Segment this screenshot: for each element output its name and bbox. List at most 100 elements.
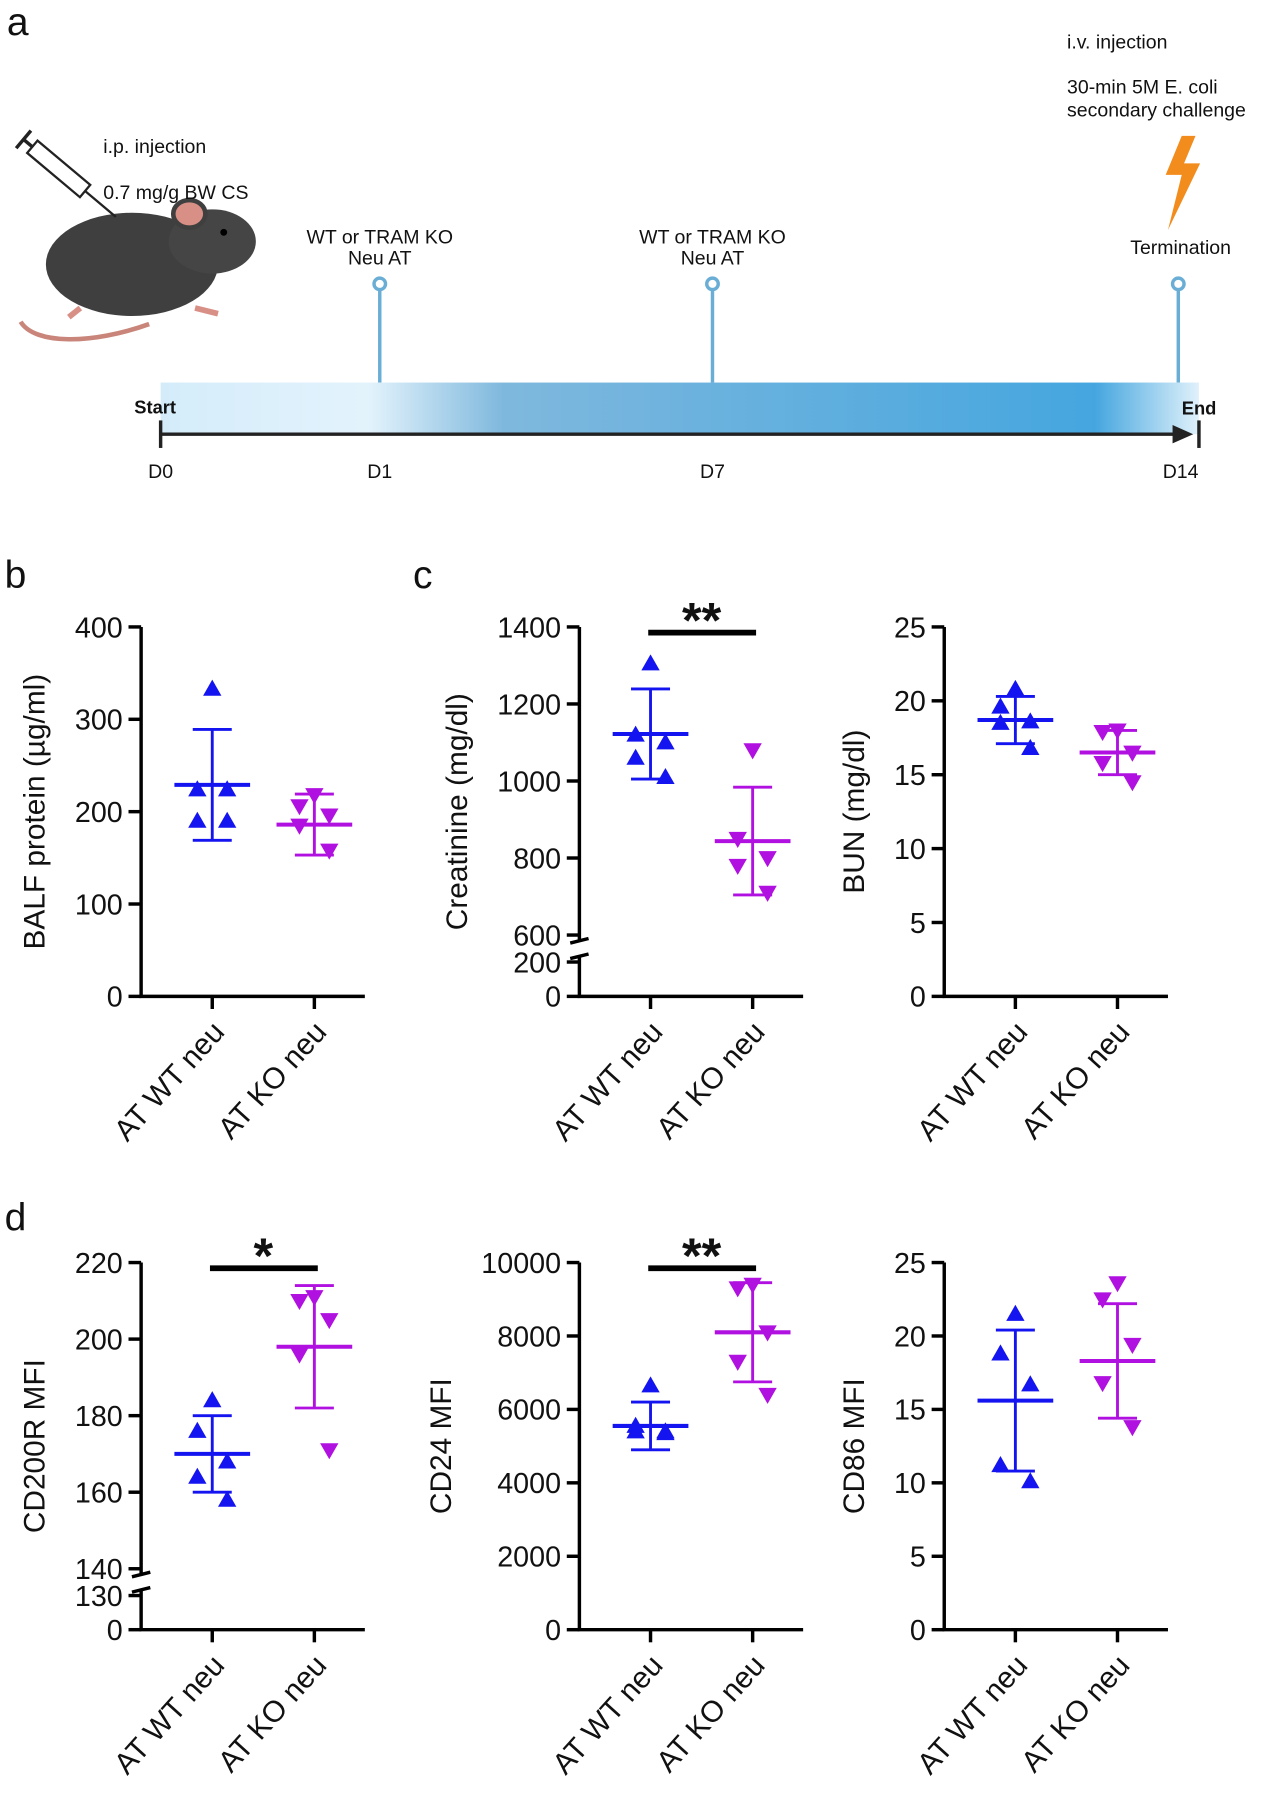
y-tick-label: 0: [545, 1615, 561, 1647]
axis-break: [131, 1570, 151, 1579]
y-tick-label: 15: [894, 1395, 926, 1427]
end-label: End: [1182, 398, 1217, 419]
injection-label: i.p. injection: [103, 136, 206, 158]
data-point: [1006, 1304, 1025, 1321]
data-point: [656, 1424, 675, 1441]
panel-letter: d: [5, 1196, 27, 1239]
y-tick-label: 6000: [497, 1395, 561, 1427]
y-tick-label: 0: [910, 982, 926, 1014]
data-point: [1093, 1376, 1112, 1393]
arrow-head: [1172, 425, 1194, 444]
event-label: WT or TRAM KO: [306, 227, 453, 249]
data-point: [290, 818, 309, 835]
y-axis-label: CD200R MFI: [19, 1359, 52, 1533]
y-tick-label: 8000: [497, 1321, 561, 1353]
significance-label: **: [682, 1227, 722, 1284]
y-tick-label: 1400: [497, 612, 561, 644]
data-point: [217, 1452, 237, 1469]
data-point: [320, 1313, 339, 1330]
event-label: Neu AT: [348, 247, 412, 269]
y-tick-label: 10: [894, 834, 926, 866]
y-tick-label: 0: [107, 982, 123, 1014]
data-point: [758, 1387, 777, 1404]
y-tick-label: 25: [894, 612, 926, 644]
termination-label: Termination: [1130, 237, 1231, 259]
data-point: [203, 1391, 222, 1408]
y-tick-label: 600: [513, 920, 561, 952]
data-point: [217, 1490, 237, 1507]
data-point: [1006, 679, 1025, 696]
data-point: [743, 743, 762, 760]
y-tick-label: 200: [75, 797, 123, 829]
y-axis-label: CD86 MFI: [838, 1378, 871, 1514]
data-point: [1123, 775, 1142, 792]
y-tick-label: 4000: [497, 1468, 561, 1500]
data-point: [217, 811, 237, 828]
data-point: [188, 780, 207, 797]
data-point: [217, 780, 237, 797]
y-tick-label: 160: [75, 1478, 123, 1510]
y-axis-label: Creatinine (mg/dl): [441, 693, 474, 930]
panel-letter: a: [7, 1, 29, 44]
y-tick-label: 1200: [497, 689, 561, 721]
event-label: WT or TRAM KO: [639, 227, 786, 249]
data-point: [728, 858, 747, 875]
x-tick-label: AT KO neu: [212, 1016, 333, 1146]
data-point: [758, 851, 777, 868]
y-tick-label: 5: [910, 1542, 926, 1574]
day-label: D7: [700, 461, 725, 483]
y-axis-label: BUN (mg/dl): [838, 730, 871, 894]
challenge-label: 30-min 5M E. coli: [1067, 76, 1218, 98]
y-tick-label: 0: [910, 1615, 926, 1647]
y-axis-label: CD24 MFI: [425, 1378, 458, 1514]
panel-letter: b: [5, 554, 27, 597]
data-point: [991, 1456, 1010, 1473]
y-axis-label: BALF protein (µg/ml): [19, 674, 52, 950]
y-tick-label: 20: [894, 1321, 926, 1353]
x-tick-label: AT WT neu: [108, 1016, 231, 1148]
y-tick-label: 0: [107, 1615, 123, 1647]
injection-dose: 0.7 mg/g BW CS: [103, 182, 248, 204]
event-label: Neu AT: [681, 247, 745, 269]
data-point: [320, 1443, 339, 1460]
y-tick-label: 140: [75, 1554, 123, 1586]
x-tick-label: AT KO neu: [650, 1649, 771, 1779]
challenge-label: i.v. injection: [1067, 32, 1167, 54]
data-point: [626, 748, 645, 765]
y-tick-label: 25: [894, 1248, 926, 1280]
y-tick-label: 180: [75, 1401, 123, 1433]
challenge-label: secondary challenge: [1067, 99, 1246, 121]
y-tick-label: 800: [513, 843, 561, 875]
y-tick-label: 0: [545, 982, 561, 1014]
data-point: [290, 799, 309, 816]
day-label: D0: [148, 461, 173, 483]
data-point: [626, 1422, 645, 1439]
data-point: [290, 1293, 309, 1311]
data-point: [188, 1467, 207, 1484]
x-tick-label: AT WT neu: [546, 1649, 669, 1781]
y-tick-label: 1000: [497, 766, 561, 798]
x-tick-label: AT KO neu: [212, 1649, 333, 1779]
x-tick-label: AT WT neu: [911, 1016, 1034, 1148]
x-tick-label: AT WT neu: [108, 1649, 231, 1781]
significance-label: *: [253, 1227, 273, 1284]
data-point: [1093, 724, 1112, 742]
y-tick-label: 10: [894, 1468, 926, 1500]
y-tick-label: 20: [894, 686, 926, 718]
data-point: [320, 808, 339, 825]
data-point: [728, 1354, 747, 1371]
timeline-pins: [372, 276, 1186, 383]
y-tick-label: 300: [75, 705, 123, 737]
data-point: [1123, 1420, 1142, 1437]
lightning-icon: [1165, 135, 1201, 230]
axis-break: [131, 1585, 151, 1594]
x-tick-label: AT WT neu: [911, 1649, 1034, 1781]
panel-letter: c: [413, 554, 433, 597]
data-point: [1108, 1276, 1127, 1293]
mouse-illustration: [14, 129, 256, 342]
timeline-bar: [160, 382, 1199, 435]
data-point: [1021, 1375, 1040, 1392]
data-point: [991, 697, 1010, 714]
data-point: [1021, 738, 1040, 755]
